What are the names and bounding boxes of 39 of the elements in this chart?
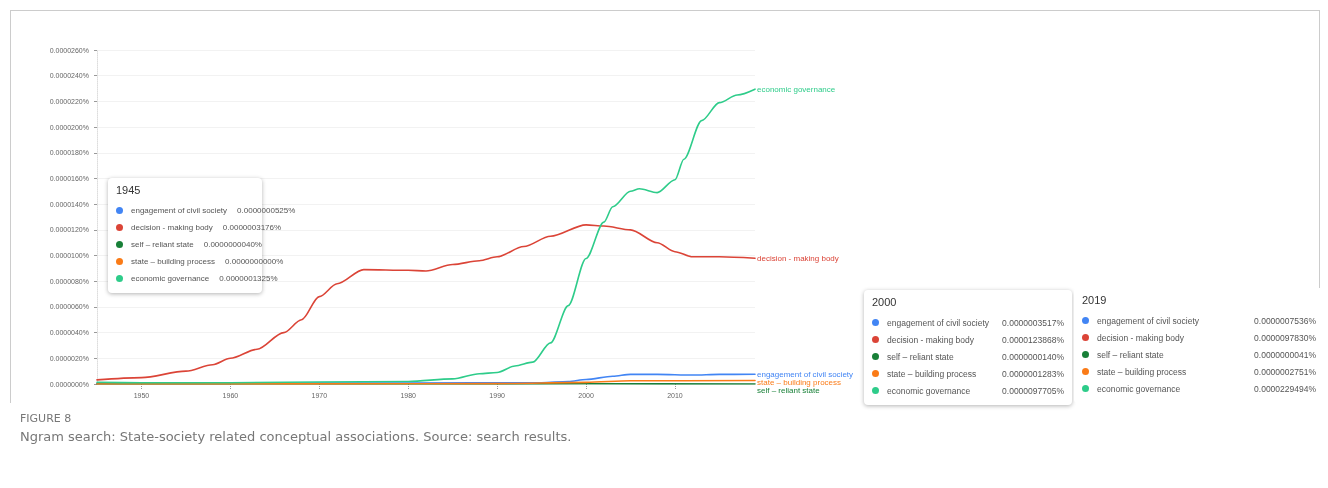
text: 0.0000123868% (1002, 334, 1064, 345)
text: Ngram search: State-society related conceptual associations. Source: search results. (20, 429, 573, 444)
text: economic governance (757, 84, 836, 94)
text: FIGURE 8 (20, 412, 73, 425)
legend-label: self – reliant state (887, 351, 955, 362)
legend-label: decision - making body (131, 223, 213, 232)
text: decision - making body (887, 334, 974, 345)
text: 0.0000003517% (1002, 317, 1064, 328)
text: 0.0000000140% (1002, 351, 1064, 362)
legend-label: economic governance (131, 274, 210, 283)
text: 0.0000229494% (1254, 383, 1316, 394)
text: self – reliant state (131, 240, 194, 249)
annotation: 0.0000001325% (219, 274, 278, 283)
text: self – reliant state (757, 385, 820, 395)
legend-label: engagement of civil society (887, 317, 991, 328)
text: 0.0000007536% (1254, 315, 1316, 326)
text: engagement of civil society (757, 369, 854, 379)
text: 0.0000097830% (1254, 332, 1316, 343)
text: 0.0000002751% (1254, 366, 1316, 377)
text: state – building process (1097, 366, 1187, 377)
annotation: 0.0000000525% (237, 206, 296, 215)
legend-label: state – building process (131, 257, 216, 266)
text: decision - making body (757, 253, 839, 263)
annotation: 0.0000000040% (203, 240, 262, 249)
text: self – reliant state (1097, 349, 1164, 360)
text: 2019 (1082, 294, 1108, 306)
text: economic governance (887, 385, 971, 396)
text: 0.0000001283% (1002, 368, 1064, 379)
text: 2000 (872, 296, 898, 308)
annotation: 1945 (116, 184, 142, 196)
text: state – building process (887, 368, 977, 379)
text: 0.0000000041% (1254, 349, 1316, 360)
text: engagement of civil society (131, 206, 228, 215)
text: engagement of civil society (1097, 315, 1200, 326)
text: decision - making body (1097, 332, 1184, 343)
text: economic governance (1097, 383, 1181, 394)
annotation: 0.0000000000% (225, 257, 284, 266)
text: 0.0000097705% (1002, 385, 1064, 396)
annotation: 0.0000003176% (222, 223, 282, 232)
